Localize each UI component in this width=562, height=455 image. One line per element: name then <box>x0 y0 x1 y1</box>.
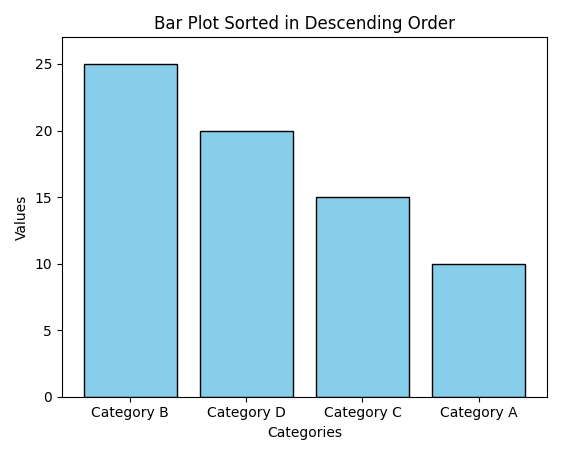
Bar <box>84 64 177 397</box>
Bar <box>200 131 293 397</box>
Title: Bar Plot Sorted in Descending Order: Bar Plot Sorted in Descending Order <box>154 15 455 33</box>
Y-axis label: Values: Values <box>15 194 29 240</box>
X-axis label: Categories: Categories <box>267 426 342 440</box>
Bar <box>316 197 409 397</box>
Bar <box>432 263 525 397</box>
